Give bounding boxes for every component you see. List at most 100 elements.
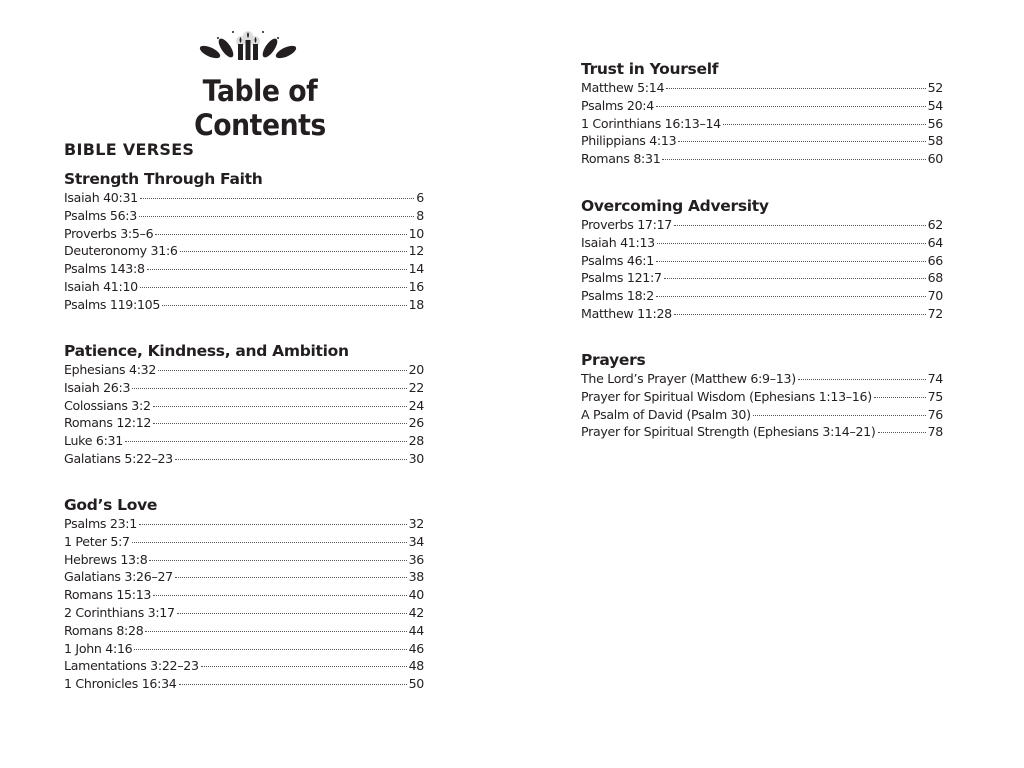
dot-leader (655, 105, 926, 107)
entry-page: 24 (408, 397, 425, 413)
entry-page: 6 (416, 190, 424, 205)
entry-page: 38 (408, 569, 425, 585)
toc-entry: Proverbs 17:17 62 (581, 216, 943, 234)
entry-page: 42 (408, 604, 425, 620)
dot-leader (162, 304, 407, 306)
entry-name: Psalms 56:3 (64, 207, 137, 223)
toc-entry: Romans 15:13 40 (64, 586, 424, 604)
dot-leader (158, 370, 407, 371)
entry-name: Isaiah 40:31 (64, 190, 138, 205)
dot-leader (663, 278, 926, 280)
toc-entry: Psalms 119:105 18 (64, 296, 424, 314)
entry-name: Psalms 119:105 (64, 296, 161, 312)
entry-page: 60 (927, 151, 944, 167)
toc-entry: Romans 8:31 60 (581, 150, 943, 168)
toc-entry: Deuteronomy 31:6 12 (64, 242, 424, 260)
toc-entry: Prayer for Spiritual Strength (Ephesians… (581, 423, 943, 441)
entry-page: 58 (927, 133, 944, 149)
entry-name: Luke 6:31 (64, 433, 123, 449)
dot-leader (752, 414, 926, 416)
section-title: Patience, Kindness, and Ambition (64, 342, 349, 360)
entry-name: Deuteronomy 31:6 (64, 243, 178, 259)
entry-page: 14 (408, 261, 425, 277)
entry-page: 56 (927, 115, 944, 131)
dot-leader (155, 233, 407, 235)
toc-entry: Philippians 4:13 58 (581, 132, 943, 150)
dot-leader (139, 198, 415, 199)
dot-leader (176, 612, 407, 614)
entry-name: Isaiah 41:13 (581, 234, 655, 250)
section-title: Trust in Yourself (581, 60, 719, 78)
entry-page: 12 (408, 243, 425, 259)
entry-name: Psalms 23:1 (64, 516, 137, 531)
entry-name: Galatians 5:22–23 (64, 450, 173, 466)
dot-leader (200, 666, 407, 668)
toc-section: Overcoming Adversity Proverbs 17:17 62 Isai… (581, 197, 943, 323)
dot-leader (153, 423, 407, 425)
entry-page: 66 (927, 252, 944, 268)
dot-leader (138, 524, 407, 525)
toc-entry: Galatians 5:22–23 30 (64, 450, 424, 468)
dot-leader (673, 313, 926, 315)
entry-page: 22 (408, 379, 425, 395)
toc-entry: Isaiah 40:31 6 (64, 189, 424, 207)
entry-page: 54 (927, 97, 944, 113)
entry-name: 1 John 4:16 (64, 640, 133, 656)
entry-page: 20 (408, 362, 425, 377)
toc-entry: Psalms 143:8 14 (64, 260, 424, 278)
toc-section: Patience, Kindness, and Ambition Ephesian… (64, 342, 424, 468)
dot-leader (656, 242, 926, 244)
entry-page: 70 (927, 288, 944, 304)
entry-name: Romans 8:28 (64, 622, 144, 638)
toc-section: God’s Love Psalms 23:1 32 1 Peter 5:7 34 Hebr… (64, 496, 424, 693)
section-title: Overcoming Adversity (581, 197, 769, 215)
toc-entry: Isaiah 41:10 16 (64, 278, 424, 296)
toc-entry: Isaiah 41:13 64 (581, 234, 943, 252)
entry-page: 34 (408, 533, 425, 549)
entry-name: Romans 12:12 (64, 415, 152, 431)
dot-leader (174, 577, 407, 579)
toc-entry: 1 John 4:16 46 (64, 640, 424, 658)
dot-leader (153, 595, 407, 597)
toc-entry: A Psalm of David (Psalm 30) 76 (581, 406, 943, 424)
dot-leader (179, 251, 407, 253)
entry-name: Romans 8:31 (581, 151, 661, 167)
entry-name: 1 Peter 5:7 (64, 533, 130, 549)
toc-entry: Psalms 20:4 54 (581, 97, 943, 115)
toc-entry: Psalms 18:2 70 (581, 287, 943, 305)
entry-name: 2 Corinthians 3:17 (64, 604, 175, 620)
toc-entry: Matthew 11:28 72 (581, 305, 943, 323)
dot-leader (124, 441, 407, 443)
entry-name: Psalms 121:7 (581, 270, 662, 286)
toc-section: Trust in Yourself Matthew 5:14 52 Psalms 20… (581, 60, 943, 168)
dot-leader (674, 225, 926, 226)
entry-page: 46 (408, 640, 425, 656)
entry-page: 10 (408, 225, 425, 241)
toc-entry: Prayer for Spiritual Wisdom (Ephesians 1… (581, 388, 943, 406)
part-heading: BIBLE VERSES (64, 140, 195, 159)
toc-entry: Luke 6:31 28 (64, 432, 424, 450)
entry-page: 26 (408, 415, 425, 431)
entry-page: 32 (408, 516, 425, 531)
entry-page: 28 (408, 433, 425, 449)
entry-page: 44 (408, 622, 425, 638)
toc-entry: Proverbs 3:5–6 10 (64, 225, 424, 243)
toc-section: Prayers The Lord’s Prayer (Matthew 6:9–13… (581, 351, 943, 441)
entry-name: Galatians 3:26–27 (64, 569, 173, 585)
dot-leader (666, 88, 926, 89)
entry-name: 1 Corinthians 16:13–14 (581, 115, 721, 131)
page-title: Table of Contents (194, 74, 326, 142)
dot-leader (797, 379, 926, 380)
toc-entry: 2 Corinthians 3:17 42 (64, 604, 424, 622)
toc-entry: Psalms 46:1 66 (581, 252, 943, 270)
dot-leader (145, 630, 407, 632)
toc-entry: Psalms 56:3 8 (64, 207, 424, 225)
toc-entry: Romans 8:28 44 (64, 622, 424, 640)
toc-entry: 1 Corinthians 16:13–14 56 (581, 115, 943, 133)
toc-entry: Galatians 3:26–27 38 (64, 568, 424, 586)
toc-entry: The Lord’s Prayer (Matthew 6:9–13) 74 (581, 370, 943, 388)
dot-leader (139, 286, 407, 288)
entry-name: Hebrews 13:8 (64, 551, 148, 567)
entry-name: Isaiah 26:3 (64, 379, 131, 395)
entry-name: Proverbs 17:17 (581, 217, 673, 232)
